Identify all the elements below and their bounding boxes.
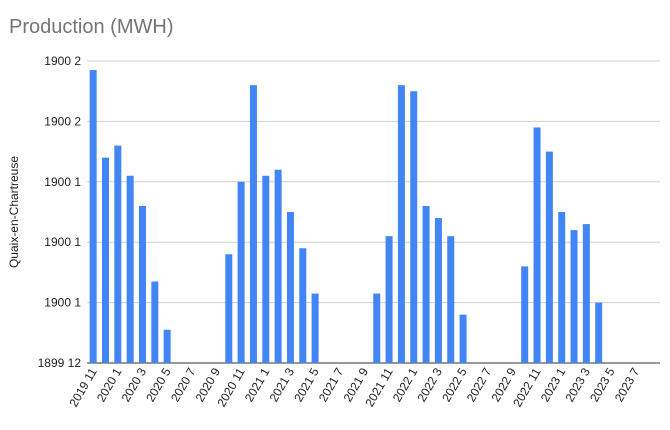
y-tick-label: 1900 1 — [44, 296, 81, 310]
bar — [447, 236, 455, 363]
bar — [397, 85, 405, 363]
bar — [410, 91, 418, 363]
bar — [533, 127, 541, 363]
bar — [558, 212, 566, 363]
bar — [101, 157, 109, 363]
bar — [545, 151, 553, 363]
bar — [262, 175, 270, 363]
bar — [373, 293, 381, 363]
chart-title: Production (MWH) — [9, 16, 174, 38]
bar — [237, 181, 245, 363]
bar — [422, 205, 430, 363]
bar — [89, 70, 97, 363]
bar — [582, 224, 590, 363]
y-tick-label: 1900 2 — [44, 54, 81, 68]
bar — [286, 212, 294, 363]
bar — [138, 205, 146, 363]
y-tick-label: 1900 2 — [44, 114, 81, 128]
bar — [459, 314, 467, 363]
bar — [385, 236, 393, 363]
bar — [595, 302, 603, 363]
bar — [163, 329, 171, 363]
y-tick-label: 1899 12 — [38, 356, 82, 370]
x-tick-label: 2019 11 — [66, 365, 100, 409]
bar — [126, 175, 134, 363]
y-tick-label: 1900 1 — [44, 175, 81, 189]
x-tick-label: 2023 7 — [612, 365, 643, 404]
bar — [225, 254, 233, 363]
bar — [570, 230, 578, 363]
bar — [114, 145, 122, 363]
bar — [274, 169, 282, 363]
bar — [249, 85, 257, 363]
y-axis-title: Quaix-en-Chartreuse — [7, 156, 21, 268]
bar — [434, 218, 442, 363]
bar — [151, 281, 159, 363]
bar — [299, 248, 307, 363]
bar — [311, 293, 319, 363]
y-tick-label: 1900 1 — [44, 235, 81, 249]
bar — [521, 266, 529, 363]
